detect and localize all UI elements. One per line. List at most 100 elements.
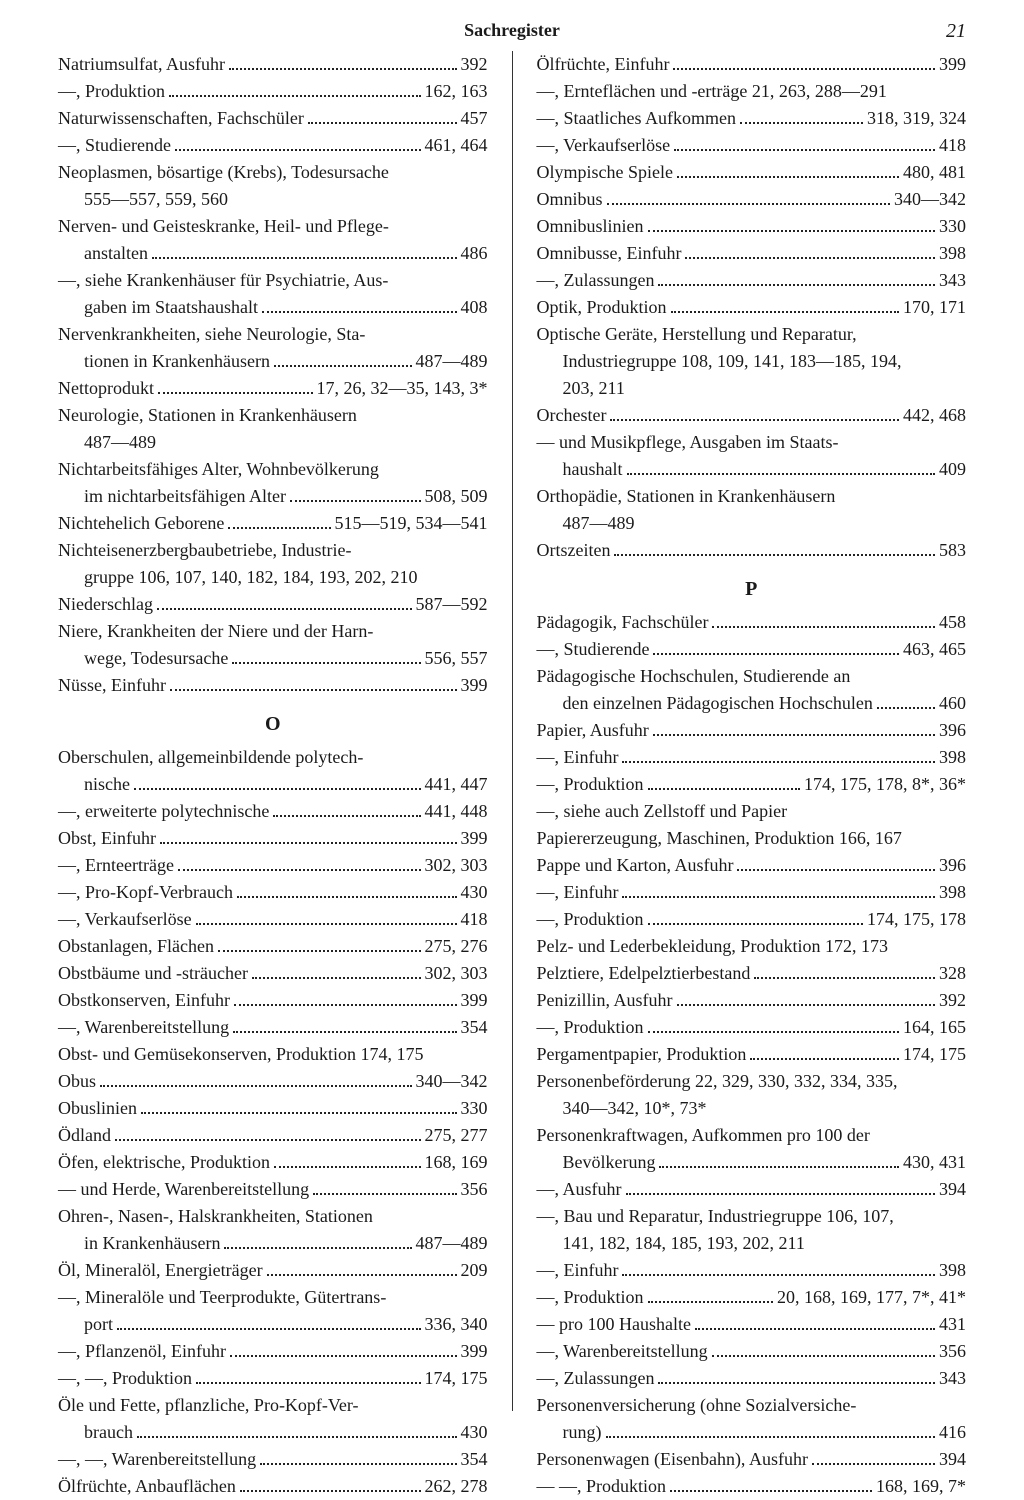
entry-label: —, Studierende	[537, 636, 650, 663]
entry-label: —, Verkaufserlöse	[58, 906, 192, 933]
leader-dots	[658, 1366, 935, 1384]
index-entry: —, siehe Krankenhäuser für Psychiatrie, …	[58, 267, 488, 294]
entry-pages: 398	[939, 879, 966, 906]
entry-label: Omnibuslinien	[537, 213, 644, 240]
entry-pages: 441, 447	[425, 771, 488, 798]
index-entry: —, Pflanzenöl, Einfuhr399	[58, 1338, 488, 1365]
entry-label: —, Zulassungen	[537, 267, 655, 294]
index-entry: Nüsse, Einfuhr399	[58, 672, 488, 699]
entry-label: haushalt	[563, 456, 623, 483]
leader-dots	[648, 1015, 899, 1033]
entry-label: Papier, Ausfuhr	[537, 717, 649, 744]
entry-label: Omnibus	[537, 186, 603, 213]
entry-pages: 486	[461, 240, 488, 267]
entry-pages: 587—592	[416, 591, 488, 618]
index-entry: Pädagogische Hochschulen, Studierende an	[537, 663, 967, 690]
entry-pages: 409	[939, 456, 966, 483]
leader-dots	[218, 934, 421, 952]
entry-pages: 416	[939, 1419, 966, 1446]
entry-label: Niederschlag	[58, 591, 153, 618]
index-entry: Naturwissenschaften, Fachschüler457	[58, 105, 488, 132]
entry-label: —, —, Warenbereitstellung	[58, 1446, 256, 1473]
entry-pages: 394	[939, 1446, 966, 1473]
column-separator	[512, 51, 513, 1411]
entry-pages: 275, 276	[425, 933, 488, 960]
entry-label: —, Produktion	[537, 906, 644, 933]
leader-dots	[273, 799, 420, 817]
leader-dots	[607, 187, 890, 205]
index-entry: tionen in Krankenhäusern487—489	[58, 348, 488, 375]
index-entry: Penizillin, Ausfuhr392	[537, 987, 967, 1014]
entry-label: brauch	[84, 1419, 133, 1446]
leader-dots	[606, 1420, 936, 1438]
index-entry: —, Zulassungen343	[537, 1365, 967, 1392]
entry-pages: 399	[461, 1338, 488, 1365]
entry-label: —, Einfuhr	[537, 1257, 619, 1284]
entry-pages: 398	[939, 240, 966, 267]
leader-dots	[648, 772, 800, 790]
entry-pages: 392	[939, 987, 966, 1014]
entry-label: Pädagogik, Fachschüler	[537, 609, 709, 636]
section-p: P	[537, 576, 967, 603]
index-entry: Orchester442, 468	[537, 402, 967, 429]
entry-label: Ortszeiten	[537, 537, 611, 564]
index-entry: Obstkonserven, Einfuhr399	[58, 987, 488, 1014]
leader-dots	[170, 673, 457, 691]
index-entry: Natriumsulfat, Ausfuhr392	[58, 51, 488, 78]
entry-continuation: 203, 211	[537, 375, 967, 402]
leader-dots	[648, 214, 936, 232]
index-entry: den einzelnen Pädagogischen Hochschulen4…	[537, 690, 967, 717]
entry-pages: 408	[461, 294, 488, 321]
leader-dots	[740, 106, 863, 124]
index-entry: Öle und Fette, pflanzliche, Pro-Kopf-Ver…	[58, 1392, 488, 1419]
entry-label: Ödland	[58, 1122, 111, 1149]
entry-pages: 396	[939, 852, 966, 879]
entry-label: Pelztiere, Edelpelztierbestand	[537, 960, 751, 987]
index-entry: Ohren-, Nasen-, Halskrankheiten, Station…	[58, 1203, 488, 1230]
entry-label: Orchester	[537, 402, 607, 429]
index-entry: Obst, Einfuhr399	[58, 825, 488, 852]
index-entry: —, Verkaufserlöse418	[537, 132, 967, 159]
entry-label: Obstbäume und -sträucher	[58, 960, 248, 987]
index-entry: Optik, Produktion170, 171	[537, 294, 967, 321]
entry-label: —, Pro-Kopf-Verbrauch	[58, 879, 233, 906]
index-entry: in Krankenhäusern487—489	[58, 1230, 488, 1257]
index-entry: Orthopädie, Stationen in Krankenhäusern	[537, 483, 967, 510]
entry-label: Olympische Spiele	[537, 159, 673, 186]
leader-dots	[252, 961, 421, 979]
leader-dots	[137, 1420, 457, 1438]
entry-label: —, Produktion	[537, 1014, 644, 1041]
index-entry: Personenkraftwagen, Aufkommen pro 100 de…	[537, 1122, 967, 1149]
entry-label: rung)	[563, 1419, 602, 1446]
leader-dots	[141, 1096, 457, 1114]
entry-pages: 318, 319, 324	[867, 105, 966, 132]
entry-label: —, Studierende	[58, 132, 171, 159]
index-entry: —, Mineralöle und Teerprodukte, Gütertra…	[58, 1284, 488, 1311]
leader-dots	[158, 376, 313, 394]
index-entry: Obstanlagen, Flächen275, 276	[58, 933, 488, 960]
leader-dots	[658, 268, 935, 286]
leader-dots	[712, 1339, 935, 1357]
leader-dots	[670, 1474, 872, 1492]
leader-dots	[677, 160, 899, 178]
entry-pages: 354	[461, 1014, 488, 1041]
index-entry: —, Produktion174, 175, 178	[537, 906, 967, 933]
entry-pages: 463, 465	[903, 636, 966, 663]
index-entry: im nichtarbeitsfähigen Alter508, 509	[58, 483, 488, 510]
entry-pages: 354	[461, 1446, 488, 1473]
leader-dots	[737, 853, 935, 871]
index-entry: — und Musikpflege, Ausgaben im Staats-	[537, 429, 967, 456]
index-entry: —, Ausfuhr394	[537, 1176, 967, 1203]
entry-pages: 461, 464	[425, 132, 488, 159]
index-entry: Oberschulen, allgemeinbildende polytech-	[58, 744, 488, 771]
entry-pages: 330	[939, 213, 966, 240]
entry-pages: 399	[461, 987, 488, 1014]
leader-dots	[677, 988, 936, 1006]
leader-dots	[673, 52, 935, 70]
entry-pages: 174, 175	[425, 1365, 488, 1392]
index-entry: —, Einfuhr398	[537, 1257, 967, 1284]
index-entry: Ortszeiten583	[537, 537, 967, 564]
index-entry: rung) 416	[537, 1419, 967, 1446]
leader-dots	[290, 484, 421, 502]
leader-dots	[115, 1123, 421, 1141]
